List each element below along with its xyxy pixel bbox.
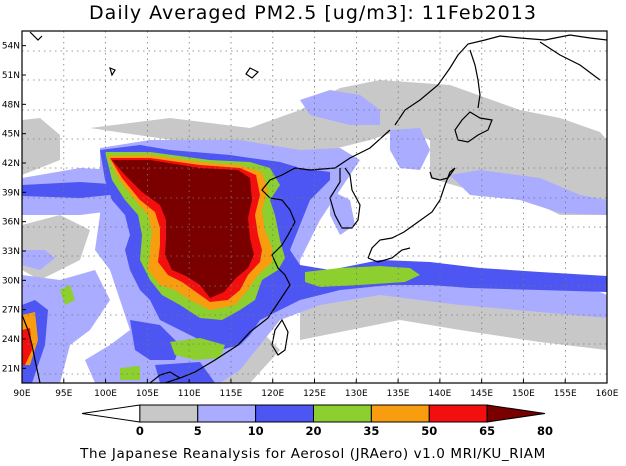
colorbar-segment	[313, 404, 372, 423]
level-80-plus	[112, 160, 254, 298]
lat-tick-label: 42N	[2, 159, 20, 169]
lon-tick-label: 90E	[13, 389, 30, 399]
lat-tick-label: 27N	[2, 306, 20, 316]
longitude-labels: 90E 95E 100E 105E 110E 115E 120E 125E 130E 135E 14…	[13, 379, 619, 399]
lon-tick-label: 100E	[94, 389, 117, 399]
colorbar-label: 0	[136, 424, 144, 438]
lat-tick-label: 54N	[2, 42, 20, 52]
colorbar-segment	[486, 404, 546, 423]
concentration-field	[22, 80, 607, 383]
colorbar-label: 80	[537, 424, 553, 438]
lon-tick-label: 135E	[387, 389, 410, 399]
colorbar-label: 5	[194, 424, 202, 438]
lon-tick-label: 115E	[219, 389, 242, 399]
colorbar-label: 35	[363, 424, 379, 438]
colorbar-label: 50	[421, 424, 437, 438]
lon-tick-label: 155E	[554, 389, 577, 399]
grid-lines	[22, 31, 607, 383]
lat-tick-label: 48N	[2, 100, 20, 110]
lat-tick-label: 45N	[2, 130, 20, 140]
lat-tick-label: 21N	[2, 364, 20, 374]
coastlines	[22, 31, 607, 383]
lat-tick-label: 51N	[2, 71, 20, 81]
colorbar-segment	[197, 404, 257, 423]
latitude-labels: 21N 24N 27N 30N 33N 36N 39N 42N 45N 48N 51N 54N	[2, 42, 26, 374]
lon-tick-label: 145E	[470, 389, 493, 399]
map-title: Daily Averaged PM2.5 [ug/m3]: 11Feb2013	[89, 2, 537, 24]
colorbar-segment	[255, 404, 314, 423]
colorbar-segment	[139, 404, 199, 423]
colorbar-label: 10	[248, 424, 264, 438]
lon-tick-label: 130E	[345, 389, 368, 399]
lat-tick-label: 30N	[2, 276, 20, 286]
lat-tick-label: 33N	[2, 247, 20, 257]
colorbar-segment	[428, 404, 488, 423]
footer-credit: The Japanese Reanalysis for Aerosol (JRA…	[80, 446, 546, 462]
colorbar: 0 5 10 20 35 50 65 80	[81, 404, 553, 438]
lon-tick-label: 125E	[303, 389, 326, 399]
colorbar-segment	[370, 404, 430, 423]
lon-tick-label: 110E	[178, 389, 201, 399]
colorbar-label: 20	[305, 424, 321, 438]
lon-tick-label: 140E	[428, 389, 451, 399]
lon-tick-label: 95E	[55, 389, 72, 399]
lon-tick-label: 105E	[136, 389, 159, 399]
lon-tick-label: 150E	[512, 389, 535, 399]
lat-tick-label: 36N	[2, 218, 20, 228]
lat-tick-label: 24N	[2, 335, 20, 345]
lon-tick-label: 120E	[261, 389, 284, 399]
colorbar-segment	[81, 404, 141, 423]
lat-tick-label: 39N	[2, 188, 20, 198]
lon-tick-label: 160E	[596, 389, 619, 399]
colorbar-label: 65	[479, 424, 495, 438]
